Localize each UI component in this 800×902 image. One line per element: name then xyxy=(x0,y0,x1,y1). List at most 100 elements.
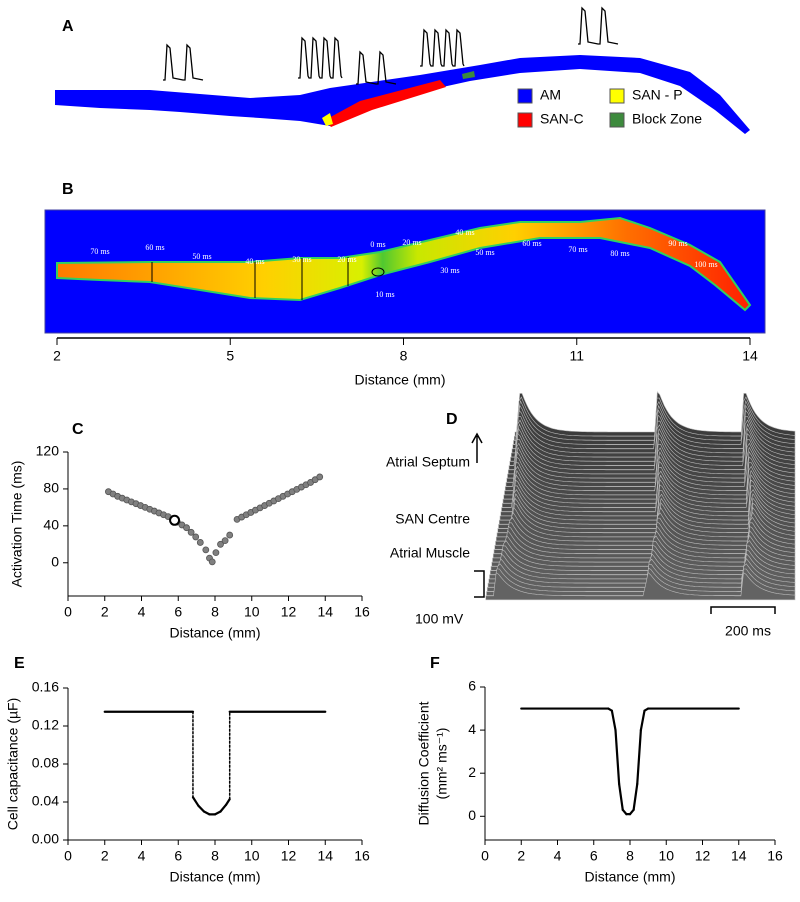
line-segment xyxy=(639,709,646,732)
action-potential xyxy=(298,36,343,79)
panel-label: B xyxy=(62,181,74,198)
line-segment xyxy=(191,796,200,807)
data-point xyxy=(187,528,195,536)
san-p-region xyxy=(322,113,333,126)
x-tick-label: 4 xyxy=(138,848,146,864)
activation-map xyxy=(56,216,752,312)
y-tick-label: 0 xyxy=(51,553,59,569)
row-label: SAN Centre xyxy=(395,511,470,527)
time-label: 20 ms xyxy=(402,238,421,247)
x-tick-label: 10 xyxy=(658,848,674,864)
time-label: 50 ms xyxy=(192,252,211,261)
y-tick-label: 120 xyxy=(36,443,60,459)
legend-swatch xyxy=(609,88,625,104)
x-tick-label: 16 xyxy=(354,848,370,864)
y-tick-label: 0 xyxy=(468,807,476,823)
y-axis-label: Activation Time (ms) xyxy=(9,461,25,588)
x-tick-label: 14 xyxy=(317,604,333,620)
y-tick-label: 0.08 xyxy=(32,755,59,771)
x-tick-label: 0 xyxy=(64,604,72,620)
x-axis-label: Distance (mm) xyxy=(169,869,260,885)
time-label: 30 ms xyxy=(292,255,311,264)
x-tick-label: 4 xyxy=(138,604,146,620)
x-tick-label: 14 xyxy=(317,848,333,864)
distance-axis: 2 5 8 11 14 xyxy=(53,337,758,364)
time-label: 0 ms xyxy=(370,240,385,249)
x-tick-label: 16 xyxy=(354,604,370,620)
x-tick-label: 12 xyxy=(695,848,711,864)
data-point xyxy=(217,540,224,548)
data-point xyxy=(192,533,200,541)
x-tick-label: 2 xyxy=(101,604,109,620)
data-point xyxy=(169,514,181,526)
line-segment xyxy=(610,709,617,732)
panel-label: E xyxy=(14,655,25,672)
line-segment xyxy=(197,804,206,813)
legend-swatch xyxy=(517,112,533,128)
time-label: 70 ms xyxy=(90,247,109,256)
x-tick-label: 12 xyxy=(281,848,297,864)
data-point xyxy=(202,546,210,554)
data-point xyxy=(196,539,204,546)
time-label: 60 ms xyxy=(522,239,541,248)
x-tick-label: 8 xyxy=(211,848,219,864)
action-potential xyxy=(578,6,619,45)
time-scale-bar xyxy=(710,606,776,614)
y-tick-label: 0.00 xyxy=(32,831,59,847)
y-axis-label: Diffusion Coefficient xyxy=(416,701,432,825)
time-label: 70 ms xyxy=(568,245,587,254)
time-label: 30 ms xyxy=(440,266,459,275)
line-segment xyxy=(219,803,228,813)
y-axis-label: (mm² ms⁻¹) xyxy=(434,728,450,800)
y-tick-label: 2 xyxy=(468,764,476,780)
time-label: 10 ms xyxy=(375,290,394,299)
data-point xyxy=(316,473,324,481)
y-tick-label: 40 xyxy=(43,517,59,533)
y-tick-label: 4 xyxy=(468,721,476,737)
x-tick-label: 8 xyxy=(211,604,219,620)
x-tick-label: 14 xyxy=(742,348,758,364)
time-label: 50 ms xyxy=(475,248,494,257)
x-tick-label: 12 xyxy=(281,604,297,620)
row-label: Atrial Muscle xyxy=(390,545,470,561)
x-tick-label: 2 xyxy=(101,848,109,864)
x-tick-label: 16 xyxy=(767,848,783,864)
y-axis-label: Cell capacitance (µF) xyxy=(5,698,21,831)
y-tick-label: 0.04 xyxy=(32,793,59,809)
x-tick-label: 10 xyxy=(244,604,260,620)
time-label: 100 ms xyxy=(694,260,717,269)
x-tick-label: 2 xyxy=(53,348,61,364)
scale-label: 100 mV xyxy=(415,611,464,627)
panel-label: F xyxy=(430,655,440,672)
block-zone xyxy=(462,71,475,79)
legend: AM SAN-C SAN - P Block Zone xyxy=(517,87,702,128)
waterfall-trace xyxy=(485,571,796,601)
action-potential xyxy=(420,28,465,67)
action-potential xyxy=(163,43,204,81)
x-tick-label: 6 xyxy=(590,848,598,864)
x-tick-label: 6 xyxy=(174,604,182,620)
x-tick-label: 14 xyxy=(731,848,747,864)
action-potential xyxy=(356,50,397,85)
line-segment xyxy=(618,782,624,811)
data-point xyxy=(226,531,234,539)
waterfall-plot xyxy=(485,391,796,601)
legend-swatch xyxy=(609,112,625,128)
time-label: 80 ms xyxy=(610,249,629,258)
legend-label: SAN - P xyxy=(632,87,683,103)
line-segment xyxy=(632,782,639,811)
panel-label: D xyxy=(446,411,458,428)
time-label: 40 ms xyxy=(455,228,474,237)
data-point xyxy=(221,537,229,545)
time-label: 40 ms xyxy=(245,257,264,266)
y-tick-label: 0.16 xyxy=(32,679,59,695)
voltage-scale-bar xyxy=(474,570,485,598)
x-tick-label: 8 xyxy=(400,348,408,364)
legend-label: Block Zone xyxy=(632,111,702,127)
x-tick-label: 6 xyxy=(174,848,182,864)
san-c-region xyxy=(325,80,446,127)
legend-label: SAN-C xyxy=(540,111,584,127)
x-tick-label: 0 xyxy=(481,848,489,864)
isochrones xyxy=(151,257,385,300)
